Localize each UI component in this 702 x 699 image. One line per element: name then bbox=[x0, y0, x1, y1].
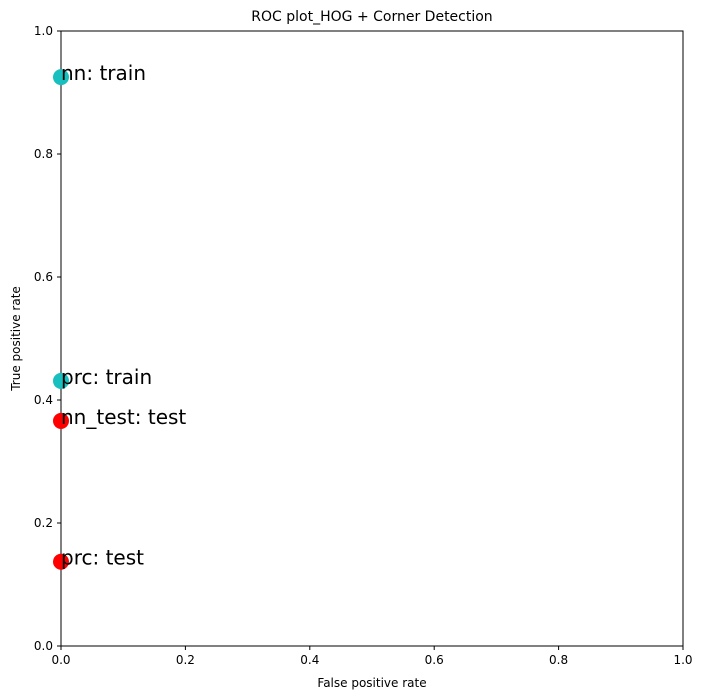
data-point bbox=[53, 553, 69, 570]
y-tick-label: 0.4 bbox=[34, 393, 53, 407]
y-axis: 0.0 0.2 0.4 0.6 0.8 1.0 bbox=[34, 24, 61, 653]
plot-area bbox=[60, 30, 684, 647]
x-axis-title: False positive rate bbox=[317, 676, 426, 690]
x-tick-label: 0.0 bbox=[51, 653, 70, 667]
x-axis: 0.0 0.2 0.4 0.6 0.8 1.0 bbox=[51, 646, 693, 667]
data-point bbox=[53, 372, 69, 389]
x-tick-label: 0.4 bbox=[300, 653, 319, 667]
y-tick-label: 0.6 bbox=[34, 270, 53, 284]
chart-title: ROC plot_HOG + Corner Detection bbox=[251, 9, 492, 25]
x-tick-label: 1.0 bbox=[673, 653, 692, 667]
data-point bbox=[53, 412, 69, 429]
data-point-label: nn: train bbox=[61, 61, 146, 85]
y-tick-label: 0.2 bbox=[34, 516, 53, 530]
x-tick-label: 0.8 bbox=[549, 653, 568, 667]
y-axis-title: True positive rate bbox=[9, 286, 23, 392]
x-tick-label: 0.6 bbox=[425, 653, 444, 667]
data-point-label: prc: test bbox=[61, 546, 144, 570]
data-point-label: nn_test: test bbox=[61, 405, 186, 429]
data-point-label: prc: train bbox=[61, 365, 152, 389]
x-tick-label: 0.2 bbox=[176, 653, 195, 667]
data-point bbox=[53, 69, 69, 86]
y-tick-label: 1.0 bbox=[34, 24, 53, 38]
data-points: nn: train prc: train nn_test: test prc: tes… bbox=[53, 61, 186, 570]
y-tick-label: 0.0 bbox=[34, 639, 53, 653]
y-tick-label: 0.8 bbox=[34, 147, 53, 161]
